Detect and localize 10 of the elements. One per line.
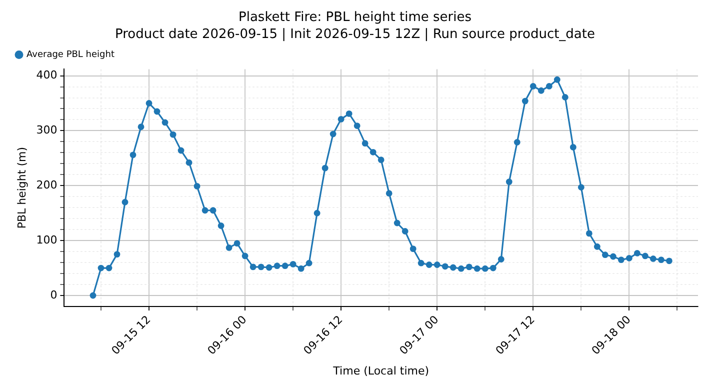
y-tick-label: 300 [36,124,58,137]
legend-label: Average PBL height [26,50,115,60]
y-axis-title: PBL height (m) [15,147,28,229]
y-tick-label: 400 [36,68,58,82]
y-tick-label: 200 [36,178,58,192]
x-axis-title: Time (Local time) [332,364,430,378]
chart-subtitle: Product date 2026-09-15 | Init 2026-09-15 12Z | Run source product_date [115,26,595,42]
y-tick-label: 0 [50,288,58,302]
y-tick-label: 100 [36,233,58,246]
chart-title: Plaskett Fire: PBL height time series [238,10,472,26]
